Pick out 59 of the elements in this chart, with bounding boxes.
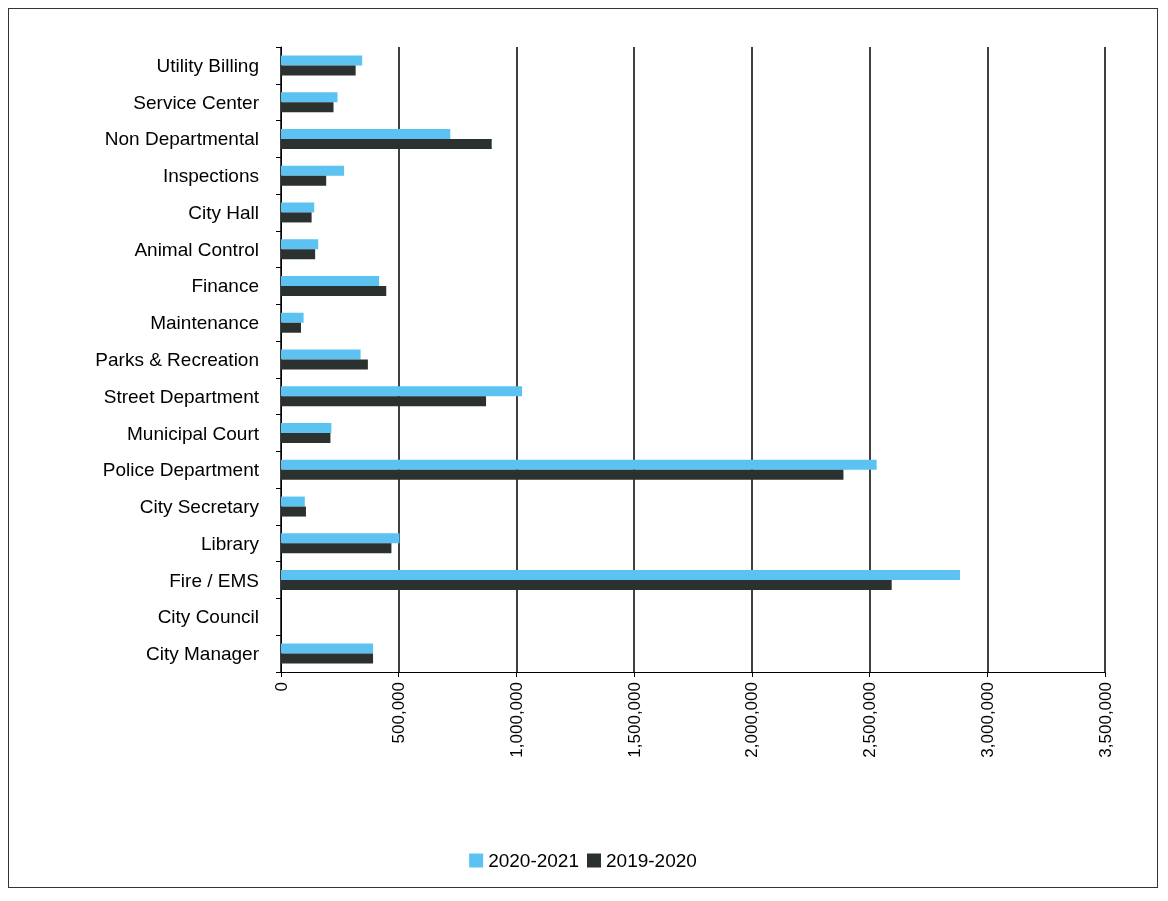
y-tick-label: Maintenance — [150, 312, 259, 334]
bar — [281, 165, 345, 176]
bar — [281, 643, 374, 654]
y-tick-label: Non Departmental — [104, 128, 259, 150]
x-tick-label: 3,500,000 — [1095, 682, 1115, 758]
bar — [281, 386, 523, 397]
bar — [281, 65, 356, 76]
bar — [281, 533, 400, 544]
bar — [281, 128, 451, 139]
y-tick-label: City Hall — [188, 201, 259, 223]
bar — [281, 138, 492, 149]
y-tick-label: City Secretary — [139, 496, 260, 518]
y-tick-label: Library — [200, 532, 260, 554]
legend-label: 2020-2021 — [488, 850, 580, 871]
bar — [281, 570, 960, 581]
bar — [281, 202, 315, 213]
x-tick-label: 1,000,000 — [506, 682, 526, 758]
y-tick-label: Animal Control — [134, 238, 259, 260]
y-tick-label: Street Department — [103, 385, 260, 407]
bar — [281, 249, 316, 260]
x-tick-label: 3,000,000 — [977, 682, 997, 758]
x-tick-label: 500,000 — [389, 682, 409, 744]
y-tick-label: Municipal Court — [127, 422, 260, 444]
x-tick-label: 0 — [271, 682, 291, 692]
bar — [281, 92, 338, 103]
bar — [281, 580, 892, 591]
bar — [281, 396, 487, 407]
y-tick-label: Parks & Recreation — [95, 349, 259, 370]
bar — [281, 433, 331, 444]
bar — [281, 653, 374, 664]
bar — [281, 275, 380, 286]
y-tick-label: Fire / EMS — [169, 569, 259, 591]
y-tick-label: Service Center — [133, 91, 260, 113]
bar — [281, 212, 312, 223]
bar — [281, 459, 877, 470]
bar — [281, 543, 392, 554]
bar — [281, 349, 361, 360]
y-tick-label: Police Department — [102, 459, 260, 481]
bar — [281, 239, 319, 250]
bar — [281, 285, 387, 296]
x-tick-label: 1,500,000 — [624, 682, 644, 758]
x-tick-label: 2,000,000 — [742, 682, 762, 758]
bar — [281, 102, 334, 113]
bar — [281, 423, 332, 434]
y-tick-label: City Council — [157, 606, 259, 628]
bar — [281, 55, 363, 66]
bar — [281, 496, 305, 507]
bar — [281, 506, 306, 517]
bar — [281, 175, 327, 186]
x-tick-label: 2,500,000 — [860, 682, 880, 758]
y-tick-label: City Manager — [146, 643, 260, 665]
y-tick-label: Inspections — [162, 165, 259, 187]
legend-label: 2019-2020 — [606, 850, 697, 871]
bar — [281, 322, 302, 333]
bar — [281, 312, 304, 323]
y-tick-label: Finance — [191, 275, 259, 297]
y-tick-label: Utility Billing — [156, 54, 259, 76]
bar — [281, 469, 844, 480]
bar — [281, 359, 368, 370]
